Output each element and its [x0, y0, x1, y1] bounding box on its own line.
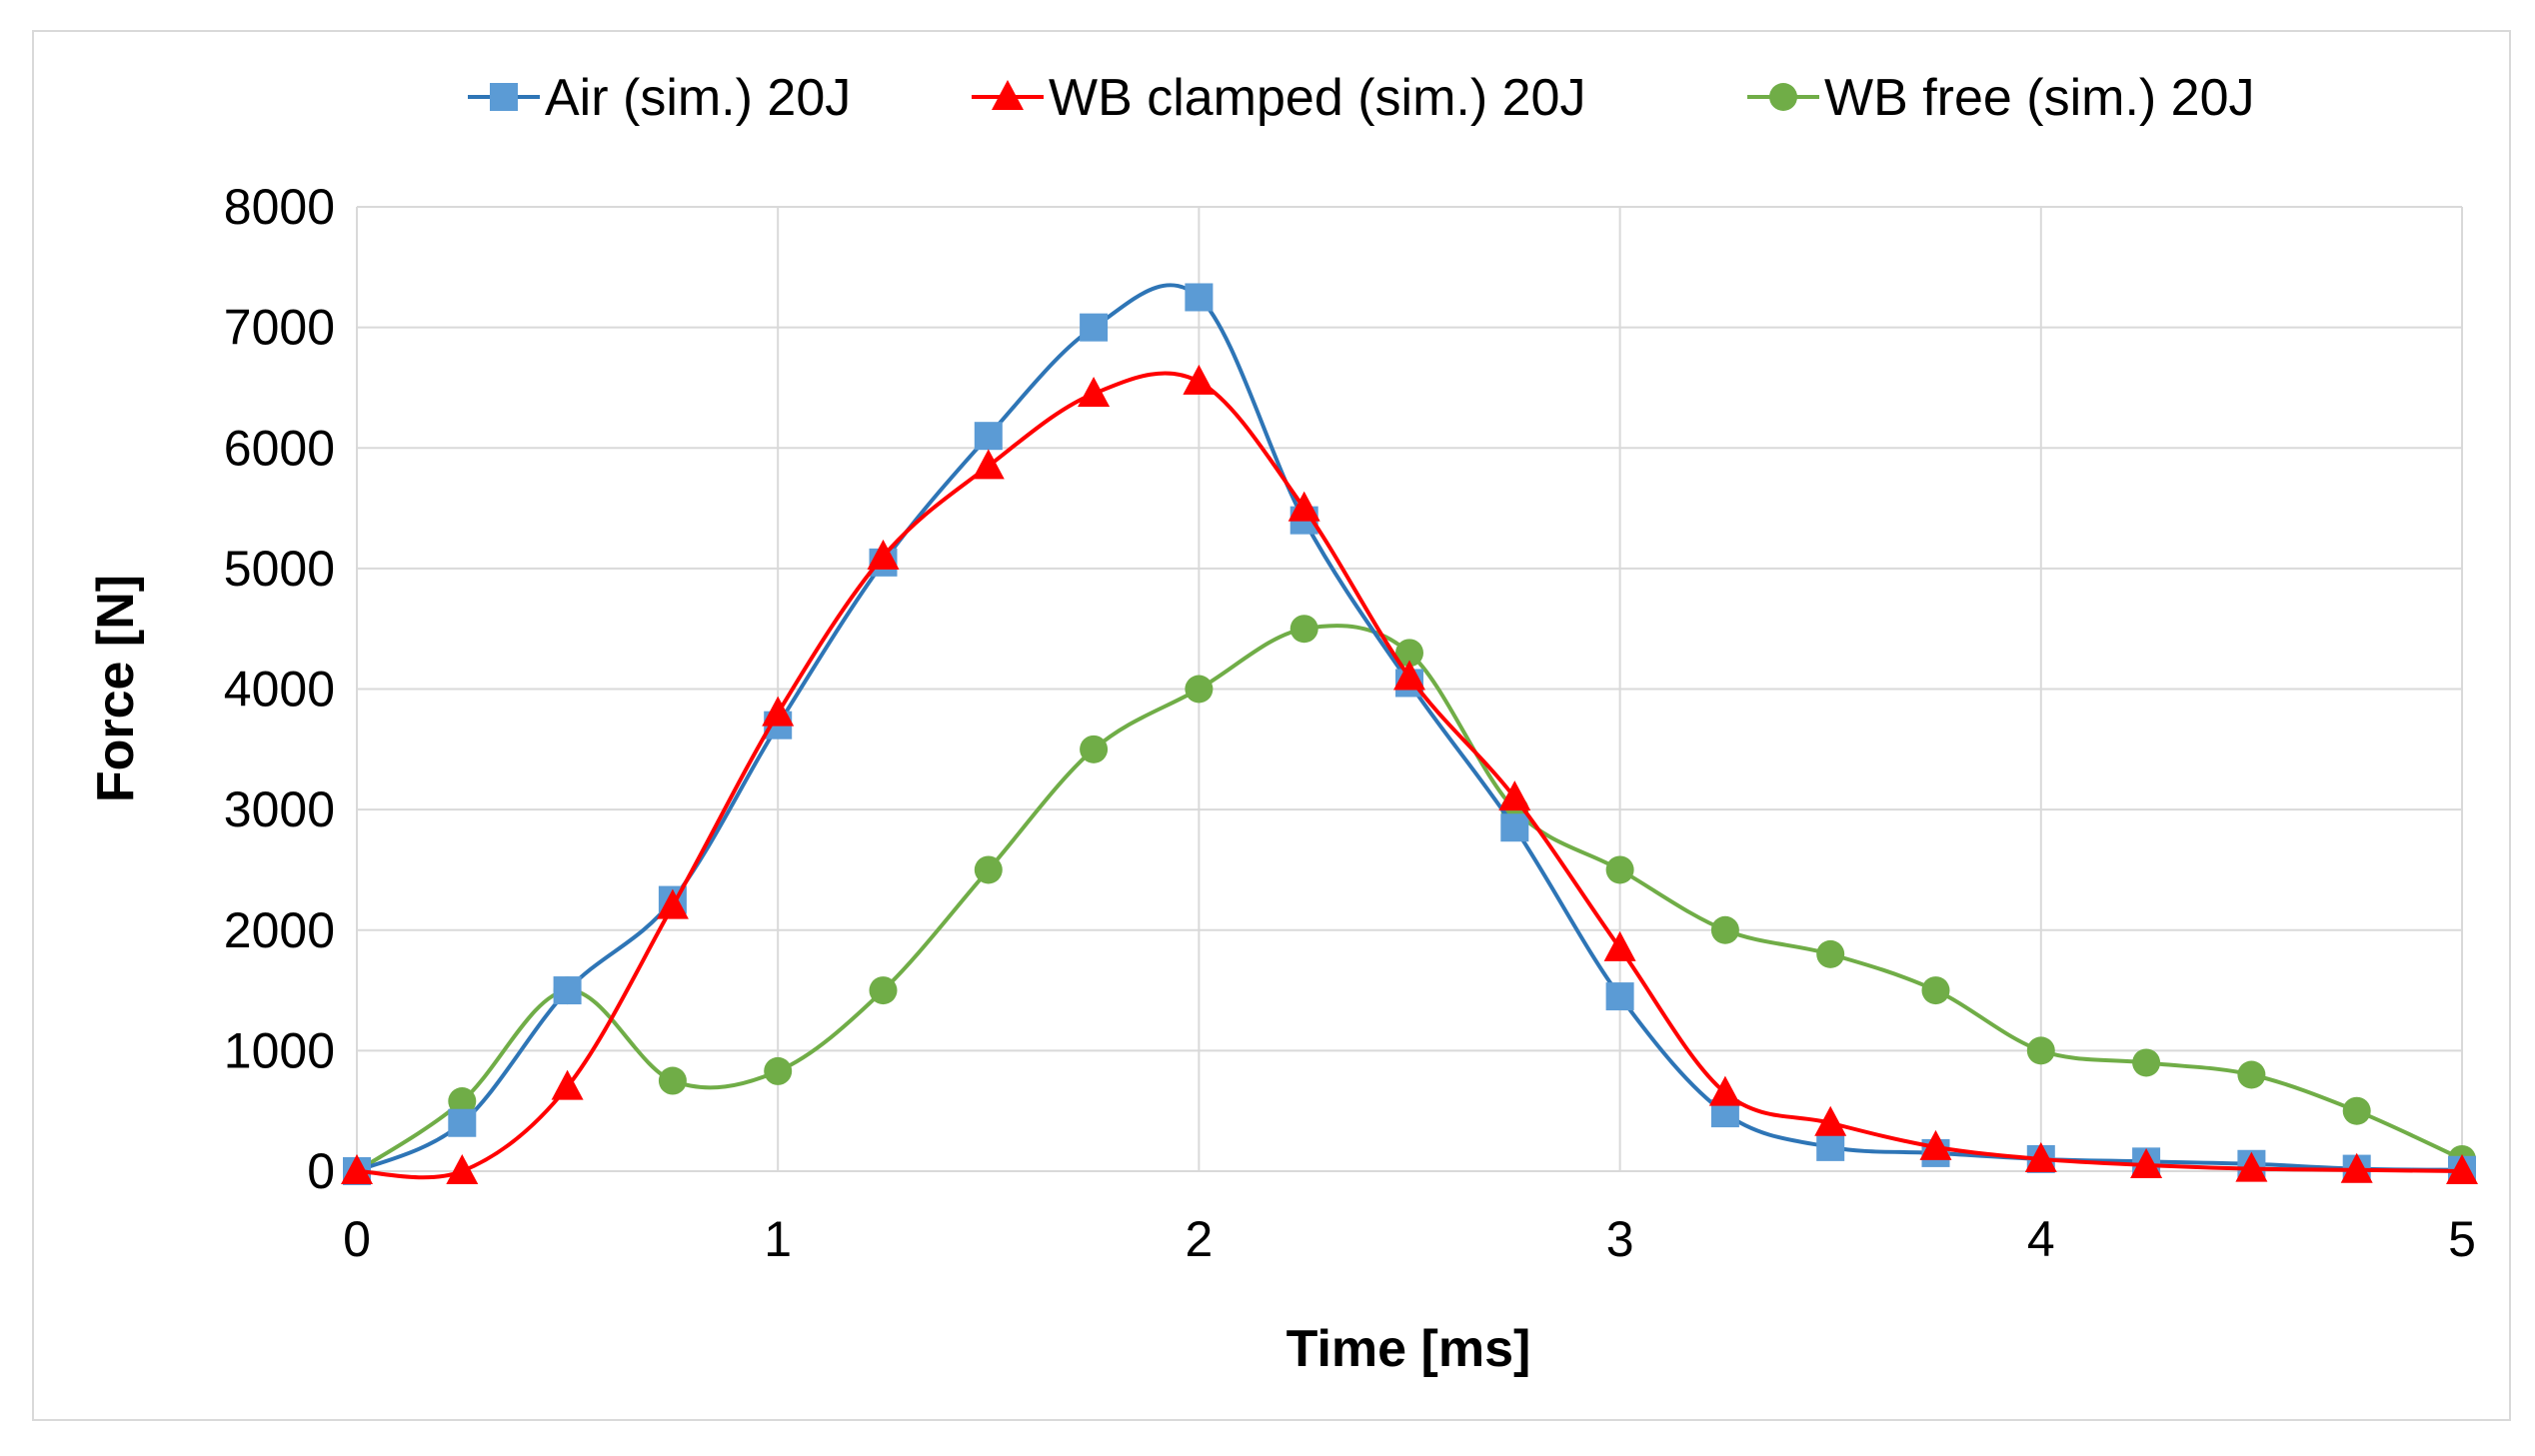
- x-tick-label: 5: [2448, 1211, 2476, 1267]
- legend-item: WB clamped (sim.) 20J: [972, 69, 1585, 127]
- data-point: [1395, 639, 1423, 668]
- data-point: [2237, 1060, 2266, 1089]
- y-tick-label: 3000: [224, 781, 335, 837]
- data-point: [341, 1154, 373, 1184]
- series-line: [356, 371, 2463, 1180]
- data-point: [1605, 855, 1634, 884]
- data-point: [1708, 1075, 1741, 1106]
- data-point: [2446, 1154, 2478, 1184]
- data-point: [1605, 982, 1634, 1011]
- data-point: [658, 1066, 687, 1095]
- y-tick-label: 6000: [224, 420, 335, 476]
- data-point: [1078, 376, 1111, 407]
- legend-marker: [490, 83, 518, 111]
- chart-frame: [32, 30, 2511, 1421]
- data-point: [1603, 930, 1636, 961]
- data-point: [2342, 1096, 2371, 1125]
- data-point: [2024, 1141, 2057, 1172]
- data-point: [1287, 491, 1320, 522]
- data-point: [1185, 675, 1214, 704]
- series-line: [356, 283, 2463, 1173]
- data-point: [656, 888, 689, 919]
- data-point: [1183, 364, 1216, 395]
- data-point: [448, 1087, 477, 1116]
- data-point: [867, 539, 900, 570]
- y-tick-label: 4000: [224, 662, 335, 718]
- data-point: [1185, 283, 1214, 312]
- x-tick-label: 1: [764, 1211, 792, 1267]
- legend-label: Air (sim.) 20J: [545, 69, 851, 127]
- y-tick-label: 2000: [224, 902, 335, 958]
- x-tick-label: 4: [2027, 1211, 2055, 1267]
- data-point: [2235, 1151, 2268, 1182]
- tick-labels: 0 1000 2000 3000 4000 5000 6000 7000 8000 0 1 2 3 4 5: [224, 179, 2476, 1267]
- x-tick-label: 2: [1185, 1211, 1213, 1267]
- x-tick-label: 3: [1606, 1211, 1634, 1267]
- data-point: [1393, 660, 1425, 691]
- data-point: [972, 449, 1005, 480]
- data-point: [1500, 813, 1529, 842]
- data-point: [2026, 1036, 2055, 1065]
- x-tick-label: 0: [343, 1211, 371, 1267]
- data-point: [1498, 780, 1531, 811]
- legend-marker: [1769, 83, 1797, 111]
- legend-label: WB clamped (sim.) 20J: [1049, 69, 1585, 127]
- data-point: [764, 1056, 793, 1085]
- y-tick-label: 1000: [224, 1022, 335, 1078]
- data-point: [2340, 1152, 2373, 1183]
- legend: Air (sim.) 20J WB clamped (sim.) 20J WB fr…: [468, 69, 2255, 127]
- data-point: [1816, 1132, 1845, 1161]
- legend-marker: [992, 80, 1024, 110]
- data-point: [762, 696, 795, 727]
- data-point: [1919, 1129, 1952, 1160]
- data-point: [448, 1108, 477, 1137]
- y-tick-label: 7000: [224, 300, 335, 356]
- data-point: [551, 1069, 584, 1100]
- data-point: [553, 976, 582, 1005]
- data-point: [1710, 915, 1739, 944]
- x-axis-title: Time [ms]: [1286, 1320, 1531, 1378]
- data-point: [1921, 976, 1950, 1005]
- legend-item: Air (sim.) 20J: [468, 69, 851, 127]
- series-triangle: [341, 364, 2478, 1184]
- y-tick-label: 0: [307, 1143, 335, 1199]
- y-tick-label: 8000: [224, 179, 335, 235]
- data-point: [2132, 1048, 2161, 1077]
- legend-label: WB free (sim.) 20J: [1824, 69, 2255, 127]
- data-point: [1814, 1105, 1847, 1136]
- gridlines: [356, 206, 2463, 1172]
- legend-item: WB free (sim.) 20J: [1747, 69, 2255, 127]
- y-axis-title: Force [N]: [87, 575, 145, 802]
- data-point: [974, 855, 1003, 884]
- series-layer: [341, 283, 2478, 1185]
- y-tick-label: 5000: [224, 541, 335, 597]
- data-point: [869, 976, 898, 1005]
- data-point: [446, 1154, 479, 1184]
- data-point: [1080, 313, 1109, 342]
- data-point: [2130, 1147, 2163, 1178]
- data-point: [1080, 734, 1109, 763]
- data-point: [974, 422, 1003, 451]
- data-point: [1289, 615, 1318, 644]
- data-point: [1816, 939, 1845, 968]
